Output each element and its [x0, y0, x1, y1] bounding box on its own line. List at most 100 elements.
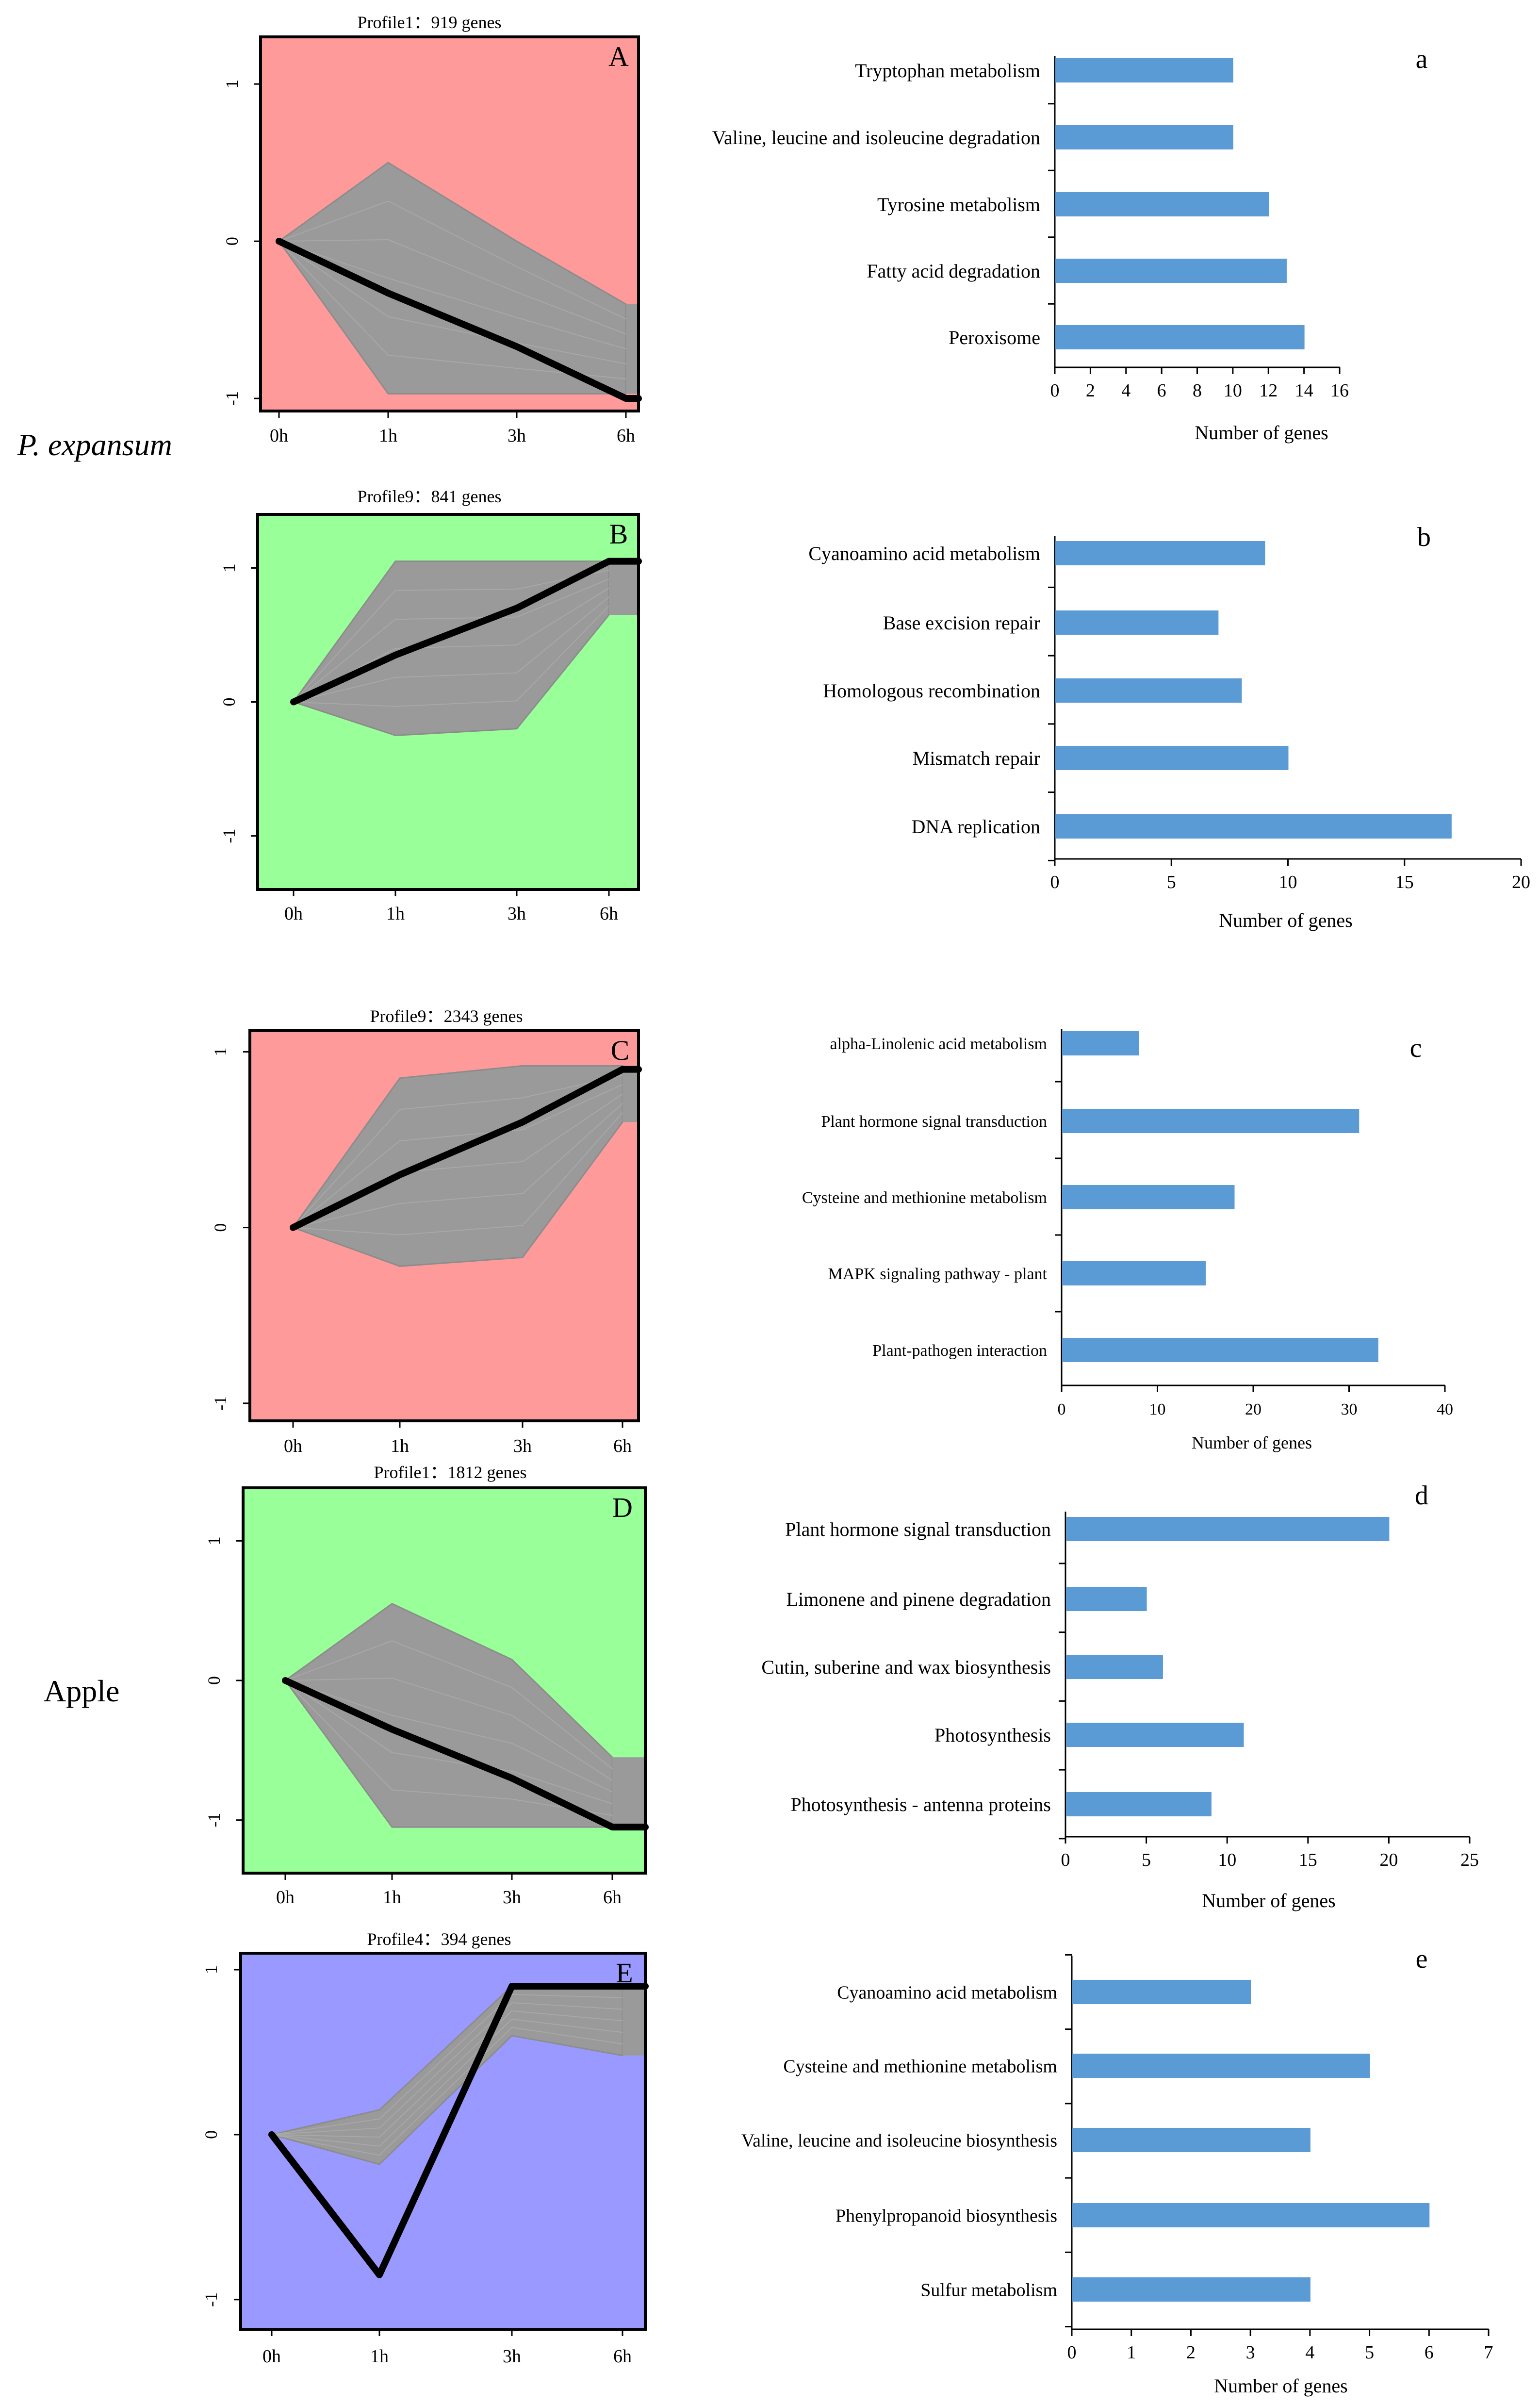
panel-B-gene-trace [293, 605, 609, 707]
panel-D-xtick-label: 3h [503, 1887, 521, 1908]
panel-d-bar [1066, 1792, 1212, 1816]
panel-C-profile-line [290, 1066, 642, 1231]
panel-a-category-label: Tryptophan metabolism [855, 60, 1040, 82]
panel-A-xtick-label: 6h [617, 426, 635, 446]
panel-b-letter: b [1417, 522, 1431, 552]
panel-e-category-label: Cysteine and methionine metabolism [783, 2056, 1057, 2076]
panel-E-gene-trace [271, 2026, 623, 2156]
panel-A-title: Profile1：919 genes [358, 13, 502, 32]
panel-e-bar [1072, 1980, 1251, 2004]
panel-A-xtick-label: 3h [508, 426, 526, 446]
panel-B-ytick-label: -1 [219, 829, 239, 843]
panel-A-xtick-label: 1h [379, 426, 397, 446]
panel-E-gene-band-edge [623, 1986, 645, 2056]
panel-A-ytick-label: 1 [222, 80, 242, 88]
panel-D-gene-trace [285, 1640, 613, 1769]
panel-C-ytick-label: 0 [211, 1223, 230, 1232]
panel-A-gene-trace [279, 241, 626, 350]
panel-a-bar [1055, 259, 1287, 283]
panel-a-bar [1055, 192, 1269, 216]
panel-b-xtick-label: 10 [1279, 872, 1297, 892]
panel-c-category-label: Cysteine and methionine metabolism [802, 1189, 1047, 1207]
panel-b-category-label: Base excision repair [883, 612, 1040, 634]
panel-d-category-label: Plant hormone signal transduction [785, 1518, 1051, 1540]
panel-e-xtick-label: 4 [1305, 2342, 1314, 2363]
panel-d-xtick-label: 10 [1218, 1850, 1236, 1870]
panel-B-letter: B [609, 518, 628, 550]
panel-e-category-label: Sulfur metabolism [920, 2280, 1057, 2300]
panel-E-ytick-label: 1 [201, 1965, 221, 1974]
panel-A-gene-band-edge [626, 304, 639, 394]
panel-a-xtick-label: 14 [1295, 380, 1313, 401]
panel-E-profile-line [268, 1982, 649, 2278]
panel-B-gene-trace [293, 578, 609, 703]
panel-D-profile-line [282, 1677, 649, 1831]
panel-a-bar [1055, 325, 1305, 349]
panel-C-gene-trace [293, 1103, 623, 1228]
panel-A-letter: A [608, 41, 629, 72]
panel-E-letter: E [616, 1957, 633, 1989]
panel-c-xtick-label: 40 [1437, 1400, 1453, 1418]
panel-b-xtick-label: 5 [1167, 872, 1176, 892]
panel-b-category-label: Cyanoamino acid metabolism [808, 543, 1040, 564]
panel-d-category-label: Limonene and pinene degradation [786, 1588, 1051, 1610]
panel-b-bar [1055, 746, 1289, 770]
panel-c-xtick-label: 20 [1245, 1400, 1261, 1418]
panel-c-category-label: alpha-Linolenic acid metabolism [830, 1035, 1047, 1053]
panel-B-profile-line [290, 558, 642, 706]
panel-c-xtick-label: 0 [1058, 1400, 1066, 1418]
panel-A-profile-line [276, 238, 642, 402]
panel-C-letter: C [611, 1035, 630, 1066]
panel-b-xtick-label: 20 [1512, 872, 1530, 892]
panel-c-xtick-label: 10 [1149, 1400, 1166, 1418]
panel-b-bar [1055, 678, 1242, 703]
panel-B-gene-band-edge [609, 561, 639, 615]
panel-C-xtick-label: 3h [513, 1436, 532, 1456]
panel-d-category-label: Photosynthesis [934, 1724, 1051, 1746]
panel-e-category-label: Phenylpropanoid biosynthesis [836, 2206, 1057, 2226]
panel-C-ytick-label: 1 [211, 1047, 230, 1056]
panel-b-category-label: DNA replication [912, 816, 1041, 838]
panel-C-gene-trace [293, 1074, 623, 1228]
panel-C-gene-trace [293, 1084, 623, 1228]
panel-d-xtick-label: 25 [1460, 1850, 1479, 1870]
panel-a-xtick-label: 12 [1259, 380, 1278, 401]
species-label-bottom: Apple [44, 1674, 120, 1708]
panel-a-category-label: Valine, leucine and isoleucine degradati… [712, 127, 1040, 148]
panel-c-bar [1062, 1261, 1206, 1285]
panel-e-xtick-label: 5 [1365, 2342, 1374, 2363]
panel-a-xtick-label: 8 [1193, 380, 1202, 401]
species-label-top: P. expansum [17, 428, 172, 462]
panel-b-category-label: Mismatch repair [913, 747, 1040, 769]
panel-D-gene-trace [285, 1680, 613, 1793]
panel-a-bar [1055, 125, 1233, 149]
panel-B-title: Profile9：841 genes [358, 487, 502, 506]
panel-c-xtick-label: 30 [1341, 1400, 1358, 1418]
panel-A-frame [259, 35, 640, 412]
panel-e-category-label: Cyanoamino acid metabolism [837, 1982, 1057, 2003]
panel-C-gene-trace [293, 1112, 623, 1235]
panel-E-frame [239, 1952, 647, 2331]
panel-C-frame [248, 1029, 640, 1422]
panel-b-bar [1055, 814, 1452, 839]
panel-A-xtick-label: 0h [270, 426, 288, 446]
panel-a-xtick-label: 4 [1121, 380, 1130, 401]
panel-e-xtick-label: 1 [1127, 2342, 1136, 2363]
panel-a-bar [1055, 58, 1233, 82]
panel-C-ytick-label: -1 [211, 1396, 230, 1411]
panel-a-xtick-label: 2 [1086, 380, 1095, 401]
panel-e-bar [1072, 2054, 1370, 2078]
panel-D-xtick-label: 6h [603, 1887, 622, 1908]
panel-A-ytick-label: -1 [222, 391, 242, 406]
panel-d-category-label: Cutin, suberine and wax biosynthesis [761, 1656, 1051, 1678]
panel-a-xtick-label: 10 [1224, 380, 1242, 401]
panel-d-bar [1066, 1655, 1163, 1679]
panel-a-xtick-label: 6 [1157, 380, 1166, 401]
panel-b-category-label: Homologous recombination [823, 680, 1040, 702]
panel-c-bar [1062, 1031, 1139, 1055]
panel-E-gene-trace [271, 2010, 623, 2138]
panel-e-xtick-label: 7 [1484, 2342, 1493, 2363]
panel-D-gene-trace [285, 1680, 613, 1816]
panel-d-xlabel: Number of genes [1202, 1890, 1335, 1911]
panel-d-category-label: Photosynthesis - antenna proteins [790, 1794, 1051, 1815]
